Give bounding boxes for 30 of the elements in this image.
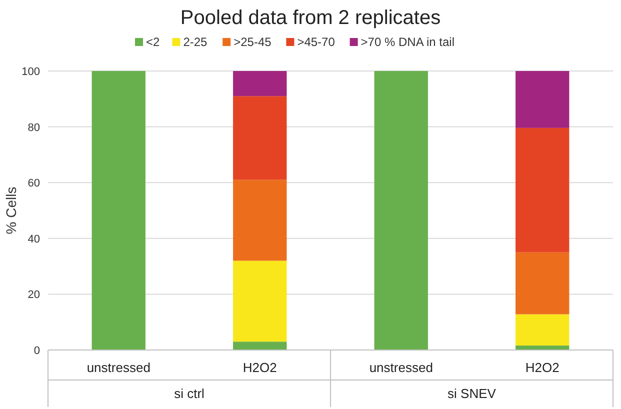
bar (233, 71, 287, 96)
y-tick-label: 60 (28, 178, 40, 190)
legend-label: >45-70 (297, 35, 336, 49)
bar (374, 71, 428, 350)
y-axis-title: % Cells (3, 186, 19, 234)
text: si SNEV (448, 386, 496, 401)
y-tick-label: 100 (22, 66, 40, 78)
text: si ctrl (174, 386, 205, 401)
y-tick-label: 40 (28, 233, 40, 246)
chart-title: Pooled data from 2 replicates (180, 7, 441, 29)
bar (516, 128, 570, 252)
y-tick-label: 20 (28, 289, 40, 302)
legend-label: >25-45 (234, 35, 272, 49)
bar (233, 342, 287, 350)
y-tick-label: 80 (28, 122, 40, 134)
bar (233, 96, 287, 180)
legend-label: <2 (146, 35, 160, 49)
x-tick-label: unstressed (369, 360, 433, 375)
bar (516, 314, 570, 346)
bar (516, 252, 570, 314)
x-tick-label: H2O2 (525, 360, 560, 375)
bar (233, 180, 287, 261)
x-tick-label: unstressed (86, 360, 150, 375)
bar (233, 260, 287, 342)
x-tick-label: H2O2 (242, 360, 277, 375)
legend-label: >70 % DNA in tail (360, 35, 455, 49)
bar (516, 71, 570, 128)
legend-label: 2-25 (183, 35, 208, 49)
bar (92, 71, 146, 350)
y-tick-label: 0 (34, 345, 40, 357)
